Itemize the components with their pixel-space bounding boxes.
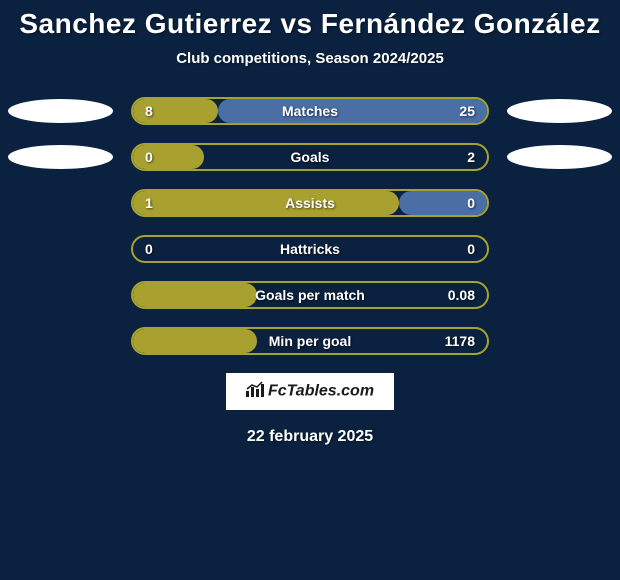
stat-row: 0 0 Hattricks (8, 235, 612, 263)
stat-value-player2: 0 (467, 195, 475, 211)
bar-fill-player1 (133, 329, 257, 353)
stat-row: 0 2 Goals (8, 143, 612, 171)
stat-label: Hattricks (280, 241, 340, 257)
player1-avatar (8, 99, 113, 123)
bar-fill-player1 (133, 191, 399, 215)
page-title: Sanchez Gutierrez vs Fernández González (0, 8, 620, 40)
stat-bar: 0.08 Goals per match (131, 281, 489, 309)
bar-fill-player1 (133, 283, 257, 307)
stat-row: 1 0 Assists (8, 189, 612, 217)
date-text: 22 february 2025 (0, 428, 620, 446)
stat-value-player2: 2 (467, 149, 475, 165)
footer: FcTables.com 22 february 2025 (0, 373, 620, 446)
stat-value-player2: 25 (459, 103, 475, 119)
stat-value-player1: 8 (145, 103, 153, 119)
stat-label: Goals (291, 149, 330, 165)
player2-avatar (507, 99, 612, 123)
stat-bar: 0 0 Hattricks (131, 235, 489, 263)
stat-label: Assists (285, 195, 335, 211)
stat-value-player1: 1 (145, 195, 153, 211)
bar-fill-player1 (133, 145, 204, 169)
stat-bar: 1178 Min per goal (131, 327, 489, 355)
stat-bar: 1 0 Assists (131, 189, 489, 217)
stat-bar: 8 25 Matches (131, 97, 489, 125)
player2-avatar (507, 145, 612, 169)
stats-container: 8 25 Matches 0 2 Goals 1 0 Assists 0 0 Hattricks 0.0… (0, 97, 620, 355)
stat-value-player2: 0 (467, 241, 475, 257)
stat-value-player2: 1178 (445, 333, 475, 349)
chart-icon (246, 381, 264, 402)
stat-label: Goals per match (255, 287, 365, 303)
stat-bar: 0 2 Goals (131, 143, 489, 171)
stat-label: Matches (282, 103, 338, 119)
logo-box: FcTables.com (226, 373, 394, 410)
bar-fill-player2 (218, 99, 487, 123)
stat-value-player1: 0 (145, 241, 153, 257)
page-subtitle: Club competitions, Season 2024/2025 (0, 50, 620, 67)
stat-row: 0.08 Goals per match (8, 281, 612, 309)
logo-text: FcTables.com (268, 383, 374, 400)
stat-row: 1178 Min per goal (8, 327, 612, 355)
header: Sanchez Gutierrez vs Fernández González … (0, 0, 620, 67)
stat-value-player1: 0 (145, 149, 153, 165)
player1-avatar (8, 145, 113, 169)
stat-label: Min per goal (269, 333, 351, 349)
stat-row: 8 25 Matches (8, 97, 612, 125)
stat-value-player2: 0.08 (448, 287, 475, 303)
